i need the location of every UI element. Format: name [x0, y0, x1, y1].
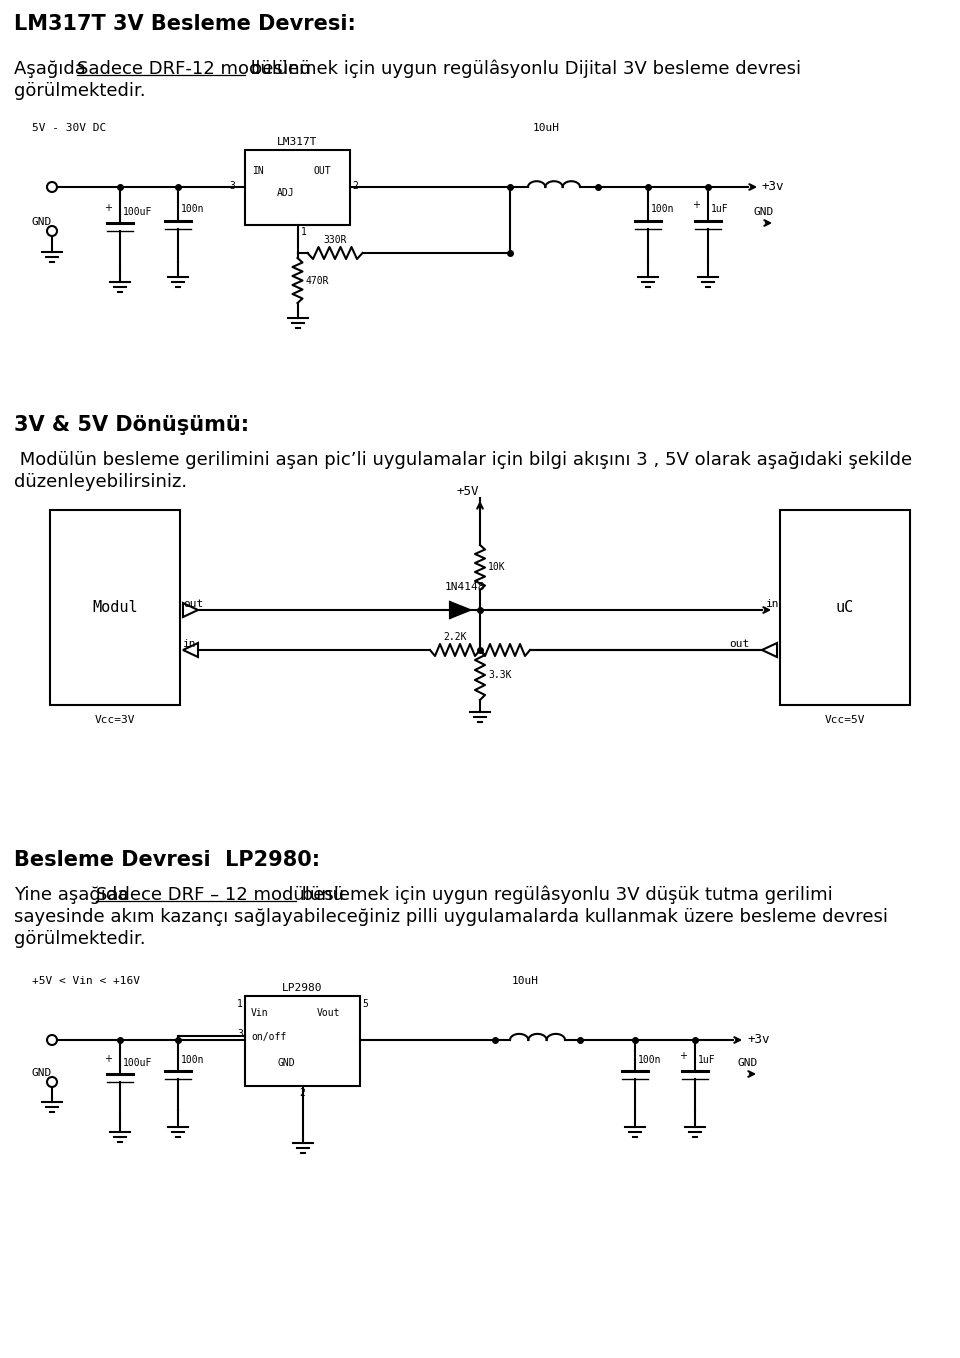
- Text: +: +: [679, 1051, 687, 1061]
- Text: ADJ: ADJ: [277, 187, 295, 198]
- Text: görülmektedir.: görülmektedir.: [14, 930, 146, 948]
- Text: GND: GND: [277, 1058, 295, 1067]
- Text: Sadece DRF-12 modülünü: Sadece DRF-12 modülünü: [77, 60, 311, 77]
- Text: out: out: [730, 640, 750, 649]
- Text: Vin: Vin: [251, 1008, 269, 1018]
- Text: +5V: +5V: [457, 485, 479, 498]
- Text: out: out: [183, 599, 204, 608]
- Text: LM317T 3V Besleme Devresi:: LM317T 3V Besleme Devresi:: [14, 14, 356, 34]
- Text: 2: 2: [300, 1088, 305, 1099]
- Text: 3: 3: [237, 1029, 243, 1039]
- Text: 1uF: 1uF: [698, 1055, 715, 1065]
- Text: GND: GND: [737, 1058, 757, 1067]
- Bar: [245, 995, 360, 1086]
- Bar: [780, 511, 910, 705]
- Text: Aşağıda: Aşağıda: [14, 60, 91, 77]
- Text: LP2980: LP2980: [282, 983, 323, 993]
- Text: Modülün besleme gerilimini aşan pic’li uygulamalar için bilgi akışını 3 , 5V ola: Modülün besleme gerilimini aşan pic’li u…: [14, 451, 912, 469]
- Text: beslemek için uygun regülâsyonlu Dijital 3V besleme devresi: beslemek için uygun regülâsyonlu Dijital…: [245, 60, 802, 79]
- Bar: [245, 149, 350, 225]
- Text: 3.3K: 3.3K: [488, 669, 512, 680]
- Text: 1N4148: 1N4148: [444, 583, 485, 592]
- Text: 100n: 100n: [651, 205, 675, 215]
- Text: 5V - 30V DC: 5V - 30V DC: [32, 124, 107, 133]
- Text: OUT: OUT: [313, 166, 330, 177]
- Text: 2.2K: 2.2K: [444, 631, 467, 642]
- Text: 100uF: 100uF: [123, 1058, 153, 1067]
- Text: Vcc=5V: Vcc=5V: [825, 716, 865, 725]
- Text: Sadece DRF – 12 modülünü: Sadece DRF – 12 modülünü: [96, 885, 344, 904]
- Text: Vout: Vout: [317, 1008, 341, 1018]
- Text: uC: uC: [836, 600, 854, 615]
- Text: 470R: 470R: [305, 276, 329, 285]
- Text: IN: IN: [253, 166, 265, 177]
- Text: on/off: on/off: [251, 1032, 286, 1042]
- Text: 330R: 330R: [324, 235, 347, 244]
- Polygon shape: [450, 602, 470, 618]
- Text: düzenleyebilirsiniz.: düzenleyebilirsiniz.: [14, 473, 187, 492]
- Text: 2: 2: [352, 181, 358, 191]
- Text: sayesinde akım kazançı sağlayabileceğiniz pilli uygulamalarda kullanmak üzere be: sayesinde akım kazançı sağlayabileceğini…: [14, 909, 888, 926]
- Text: in: in: [183, 640, 197, 649]
- Text: 100n: 100n: [638, 1055, 661, 1065]
- Text: 100n: 100n: [181, 205, 204, 215]
- Text: Vcc=3V: Vcc=3V: [95, 716, 135, 725]
- Text: beslemek için uygun regülâsyonlu 3V düşük tutma gerilimi: beslemek için uygun regülâsyonlu 3V düşü…: [296, 885, 832, 904]
- Text: +3v: +3v: [747, 1033, 770, 1046]
- Text: Besleme Devresi  LP2980:: Besleme Devresi LP2980:: [14, 850, 320, 870]
- Text: 1uF: 1uF: [711, 205, 729, 215]
- Text: +: +: [104, 202, 112, 213]
- Text: 10K: 10K: [488, 562, 506, 573]
- Text: 100n: 100n: [181, 1055, 204, 1065]
- Text: GND: GND: [32, 1067, 52, 1078]
- Text: görülmektedir.: görülmektedir.: [14, 81, 146, 100]
- Bar: [50, 511, 180, 705]
- Text: 100uF: 100uF: [123, 206, 153, 217]
- Text: +3v: +3v: [762, 181, 784, 193]
- Text: GND: GND: [32, 217, 52, 227]
- Text: 10uH: 10uH: [512, 976, 539, 986]
- Text: +5V < Vin < +16V: +5V < Vin < +16V: [32, 976, 140, 986]
- Text: 10uH: 10uH: [533, 124, 560, 133]
- Text: 1: 1: [300, 227, 306, 238]
- Text: Modul: Modul: [92, 600, 138, 615]
- Text: in: in: [766, 599, 780, 608]
- Text: +: +: [104, 1054, 112, 1063]
- Text: 5: 5: [362, 999, 368, 1009]
- Text: 1: 1: [237, 999, 243, 1009]
- Text: 3V & 5V Dönüşümü:: 3V & 5V Dönüşümü:: [14, 416, 250, 435]
- Text: LM317T: LM317T: [277, 137, 318, 147]
- Text: GND: GND: [753, 206, 773, 217]
- Text: Yine aşağıda: Yine aşağıda: [14, 885, 134, 904]
- Text: +: +: [692, 201, 700, 210]
- Text: 3: 3: [229, 181, 235, 191]
